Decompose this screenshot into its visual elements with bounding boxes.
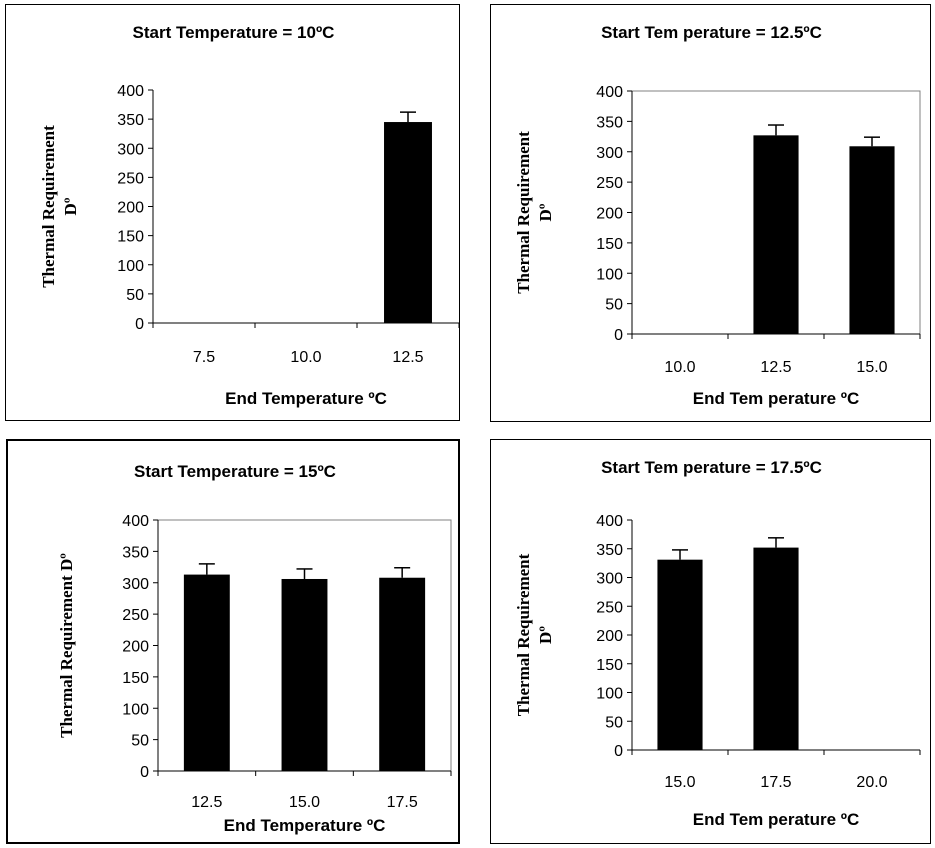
- y-tick-label: 50: [126, 287, 144, 304]
- y-tick-label: 300: [117, 141, 144, 158]
- bar: [657, 559, 703, 750]
- y-tick-label: 200: [122, 639, 149, 656]
- y-tick-label: 150: [117, 229, 144, 246]
- y-tick-label: 0: [135, 316, 144, 333]
- chart-panel-start-17-5: Start Tem perature = 17.5ºC 0 50 100 150 200 2…: [490, 439, 931, 844]
- chart-svg: Start Tem perature = 12.5ºC 0 50 100 150 200 2…: [514, 23, 921, 408]
- y-tick-label: 0: [140, 764, 149, 781]
- chart-svg: Start Temperature = 15ºC 0 50 100 150 200 250 3…: [57, 462, 452, 835]
- y-tick-label: 400: [117, 83, 144, 100]
- y-tick-label: 150: [596, 657, 623, 674]
- bar: [384, 122, 432, 323]
- chart-title: Start Temperature = 10ºC: [133, 23, 335, 42]
- y-axis-label: Dº: [61, 197, 80, 215]
- y-tick-label: 250: [122, 607, 149, 624]
- y-tick-label: 200: [596, 628, 623, 645]
- y-axis-label: Thermal Requirement: [39, 125, 58, 288]
- chart-panel-start-12-5: Start Tem perature = 12.5ºC 0 50 100 150 200 2…: [490, 4, 931, 422]
- bar: [849, 146, 895, 334]
- y-tick-label: 400: [596, 84, 623, 101]
- y-tick-label: 0: [614, 327, 623, 344]
- y-tick-label: 350: [122, 544, 149, 561]
- y-tick-label: 100: [122, 701, 149, 718]
- y-tick-label: 400: [122, 513, 149, 530]
- y-tick-label: 250: [596, 175, 623, 192]
- y-tick-label: 50: [131, 733, 149, 750]
- y-tick-label: 100: [596, 266, 623, 283]
- y-tick-label: 350: [117, 112, 144, 129]
- chart-title: Start Temperature = 15ºC: [134, 462, 336, 481]
- y-tick-label: 350: [596, 114, 623, 131]
- y-tick-label: 250: [596, 599, 623, 616]
- bar: [281, 578, 328, 771]
- y-tick-label: 50: [605, 714, 623, 731]
- chart-panel-start-10: Start Temperature = 10ºC 0 50 100 150 200 250 3…: [5, 4, 460, 421]
- y-axis-label: Dº: [536, 626, 555, 644]
- x-tick-label: 10.0: [664, 359, 695, 376]
- chart-title: Start Tem perature = 12.5ºC: [601, 23, 822, 42]
- x-tick-label: 17.5: [760, 774, 791, 791]
- chart-panel-start-15: Start Temperature = 15ºC 0 50 100 150 200 250 3…: [6, 439, 460, 844]
- x-tick-label: 15.0: [664, 774, 695, 791]
- y-tick-label: 100: [117, 258, 144, 275]
- y-axis-label: Dº: [536, 203, 555, 221]
- y-tick-label: 400: [596, 513, 623, 530]
- y-tick-label: 0: [614, 743, 623, 760]
- y-tick-label: 50: [605, 297, 623, 314]
- x-tick-label: 20.0: [856, 774, 887, 791]
- x-tick-label: 12.5: [392, 349, 423, 366]
- x-axis-label: End Tem perature ºC: [693, 810, 859, 829]
- x-tick-label: 15.0: [289, 794, 320, 811]
- x-tick-label: 15.0: [856, 359, 887, 376]
- x-tick-label: 17.5: [387, 794, 418, 811]
- x-tick-label: 12.5: [760, 359, 791, 376]
- y-tick-label: 200: [596, 206, 623, 223]
- chart-title: Start Tem perature = 17.5ºC: [601, 458, 822, 477]
- x-tick-label: 7.5: [193, 349, 215, 366]
- y-axis-label: Thermal Requirement: [514, 553, 533, 716]
- x-axis-label: End Tem perature ºC: [693, 389, 859, 408]
- y-tick-label: 300: [596, 571, 623, 588]
- y-tick-label: 300: [596, 145, 623, 162]
- x-axis-label: End Temperature ºC: [224, 816, 386, 835]
- x-axis-label: End Temperature ºC: [225, 389, 387, 408]
- y-tick-label: 350: [596, 542, 623, 559]
- y-axis-label: Thermal Requirement: [514, 131, 533, 294]
- x-tick-label: 12.5: [191, 794, 222, 811]
- bar: [753, 547, 799, 750]
- bar: [379, 577, 426, 771]
- chart-svg: Start Temperature = 10ºC 0 50 100 150 200 250 3…: [39, 23, 460, 408]
- y-tick-label: 250: [117, 170, 144, 187]
- bar: [753, 135, 799, 334]
- y-tick-label: 150: [596, 236, 623, 253]
- chart-svg: Start Tem perature = 17.5ºC 0 50 100 150 200 2…: [514, 458, 921, 829]
- y-tick-label: 150: [122, 670, 149, 687]
- bar: [183, 574, 230, 771]
- y-axis-label: Thermal Requirement Dº: [57, 553, 76, 738]
- y-tick-label: 300: [122, 576, 149, 593]
- y-tick-label: 100: [596, 686, 623, 703]
- y-tick-label: 200: [117, 200, 144, 217]
- x-tick-label: 10.0: [290, 349, 321, 366]
